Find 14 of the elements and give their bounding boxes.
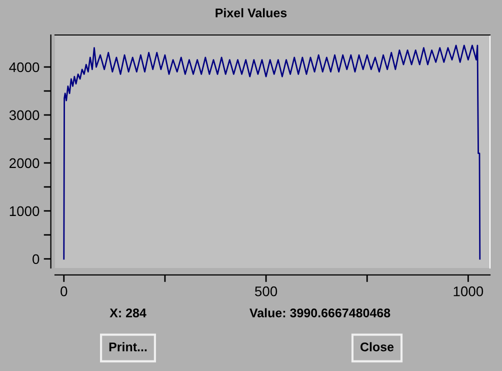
y-tick-label: 0 bbox=[32, 254, 40, 264]
y-tick-label: 4000 bbox=[9, 62, 40, 72]
text: Close bbox=[360, 342, 394, 352]
text: X: 284 bbox=[110, 308, 146, 318]
text: Print... bbox=[109, 342, 147, 352]
x-tick-label: 500 bbox=[255, 286, 278, 296]
x-tick-label: 0 bbox=[60, 286, 68, 296]
y-tick-label: 2000 bbox=[10, 158, 40, 168]
y-tick-label: 3000 bbox=[9, 110, 40, 120]
x-tick-label: 1000 bbox=[454, 286, 484, 296]
text: Value: 3990.6667480468 bbox=[250, 308, 390, 318]
chart-title: Pixel Values bbox=[216, 8, 287, 18]
y-tick-label: 1000 bbox=[10, 206, 40, 216]
line-series bbox=[63, 44, 481, 260]
